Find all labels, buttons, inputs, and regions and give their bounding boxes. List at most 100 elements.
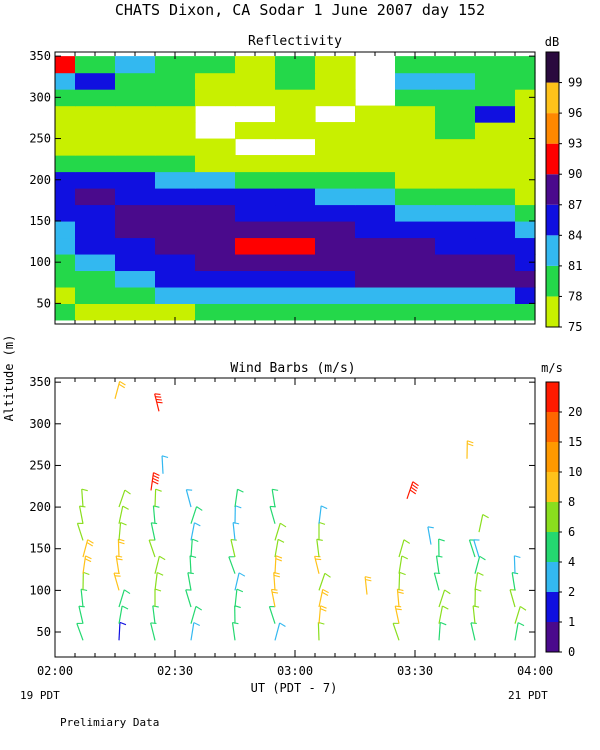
wind-barb (190, 605, 203, 624)
wind-barb (274, 522, 287, 541)
wind-barb (154, 572, 164, 591)
reflectivity-cell (195, 204, 236, 222)
wind-barb (76, 622, 84, 641)
wind-barb (234, 505, 242, 524)
wind-barb (78, 605, 85, 624)
reflectivity-cell (75, 122, 116, 140)
reflectivity-cell (355, 155, 396, 173)
y-tick-label: 100 (29, 255, 51, 269)
wind-barb (269, 505, 276, 524)
wind-colorbar-swatch (546, 502, 559, 532)
reflectivity-title: Reflectivity (248, 34, 342, 49)
reflectivity-cell (395, 204, 436, 222)
wind-barb (78, 505, 86, 524)
reflectivity-cell (475, 155, 516, 173)
wind-barb (232, 521, 240, 541)
reflectivity-colorbar-label: 84 (568, 228, 582, 242)
y-tick-label: 200 (29, 173, 51, 187)
reflectivity-cell (55, 89, 76, 107)
reflectivity-cell (355, 188, 396, 206)
reflectivity-cell (475, 220, 516, 239)
reflectivity-cell (275, 220, 316, 239)
reflectivity-cell (235, 72, 276, 90)
reflectivity-cell (75, 72, 116, 90)
reflectivity-cell (55, 56, 76, 74)
wind-colorbar-swatch (546, 472, 559, 502)
y-tick-label: 50 (37, 296, 51, 310)
reflectivity-cell (475, 89, 516, 107)
reflectivity-cell (515, 155, 536, 173)
reflectivity-cell (515, 72, 536, 90)
reflectivity-cell (395, 89, 436, 107)
reflectivity-cell (195, 138, 236, 156)
wind-colorbar-swatch (546, 592, 559, 622)
reflectivity-cell (235, 204, 276, 222)
reflectivity-cell (75, 56, 116, 74)
reflectivity-cell (395, 253, 436, 272)
wind-colorbar-label: 1 (568, 615, 575, 629)
reflectivity-cell (235, 188, 276, 206)
wind-barb (231, 621, 239, 641)
reflectivity-cell (355, 220, 396, 239)
reflectivity-cell (475, 286, 516, 304)
reflectivity-cell (395, 188, 436, 206)
reflectivity-cell (155, 122, 196, 140)
reflectivity-cell (515, 122, 536, 140)
wind-colorbar-swatch (546, 442, 559, 472)
wind-barb (474, 588, 482, 608)
figure-title: CHATS Dixon, CA Sodar 1 June 2007 day 15… (115, 1, 485, 19)
reflectivity-cell (315, 89, 356, 107)
reflectivity-cell (435, 105, 476, 123)
reflectivity-colorbar-swatch (546, 235, 559, 266)
wind-barb (115, 555, 123, 574)
reflectivity-colorbar-label: 90 (568, 167, 582, 181)
reflectivity-cell (55, 237, 76, 255)
wind-barb (118, 505, 129, 524)
reflectivity-cell (315, 171, 356, 189)
reflectivity-cell (75, 155, 116, 173)
wind-barb (473, 539, 480, 558)
wind-barb (150, 472, 160, 491)
reflectivity-cell (475, 56, 516, 74)
wind-colorbar-label: 8 (568, 495, 575, 509)
reflectivity-colorbar-swatch (546, 296, 559, 327)
reflectivity-cell (435, 155, 476, 173)
wind-barb (364, 576, 372, 595)
wind-barb (438, 621, 447, 641)
y-tick-label: 250 (29, 132, 51, 146)
x-tick-label: 03:00 (277, 664, 313, 678)
wind-barb (274, 538, 285, 558)
wind-barb (398, 539, 411, 558)
reflectivity-cell (475, 303, 516, 321)
wind-barb (118, 621, 127, 641)
reflectivity-x-ticks (54, 52, 536, 324)
reflectivity-cell (55, 204, 76, 222)
reflectivity-cell (115, 155, 156, 173)
wind-barb (80, 588, 88, 608)
reflectivity-cell (435, 138, 476, 156)
wind-barb (470, 622, 477, 641)
x-axis-right-sub: 21 PDT (508, 689, 548, 702)
reflectivity-cell (195, 303, 236, 321)
reflectivity-cell (475, 171, 516, 189)
reflectivity-colorbar-swatch (546, 204, 559, 236)
wind-barb (472, 605, 480, 624)
reflectivity-cell (235, 303, 276, 321)
reflectivity-cell (355, 122, 396, 140)
reflectivity-cell (155, 286, 196, 304)
reflectivity-cell (435, 220, 476, 239)
reflectivity-cell (55, 188, 76, 206)
reflectivity-cell (155, 253, 196, 272)
y-tick-label: 150 (29, 214, 51, 228)
reflectivity-colorbar-label: 96 (568, 106, 582, 120)
reflectivity-cell (75, 105, 116, 123)
reflectivity-cell (435, 253, 476, 272)
reflectivity-cell (75, 138, 116, 156)
reflectivity-colorbar-swatch (546, 174, 559, 205)
reflectivity-cell (475, 122, 516, 140)
wind-barb (394, 605, 402, 624)
reflectivity-cell (115, 303, 156, 321)
wind-barb (511, 572, 519, 591)
wind-barb (474, 572, 484, 591)
